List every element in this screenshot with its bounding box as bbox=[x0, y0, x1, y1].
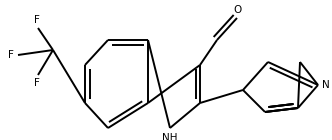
Text: F: F bbox=[34, 15, 40, 25]
Text: N: N bbox=[322, 80, 330, 90]
Text: O: O bbox=[234, 5, 242, 15]
Text: F: F bbox=[34, 78, 40, 88]
Text: NH: NH bbox=[162, 133, 178, 140]
Text: F: F bbox=[8, 50, 14, 60]
